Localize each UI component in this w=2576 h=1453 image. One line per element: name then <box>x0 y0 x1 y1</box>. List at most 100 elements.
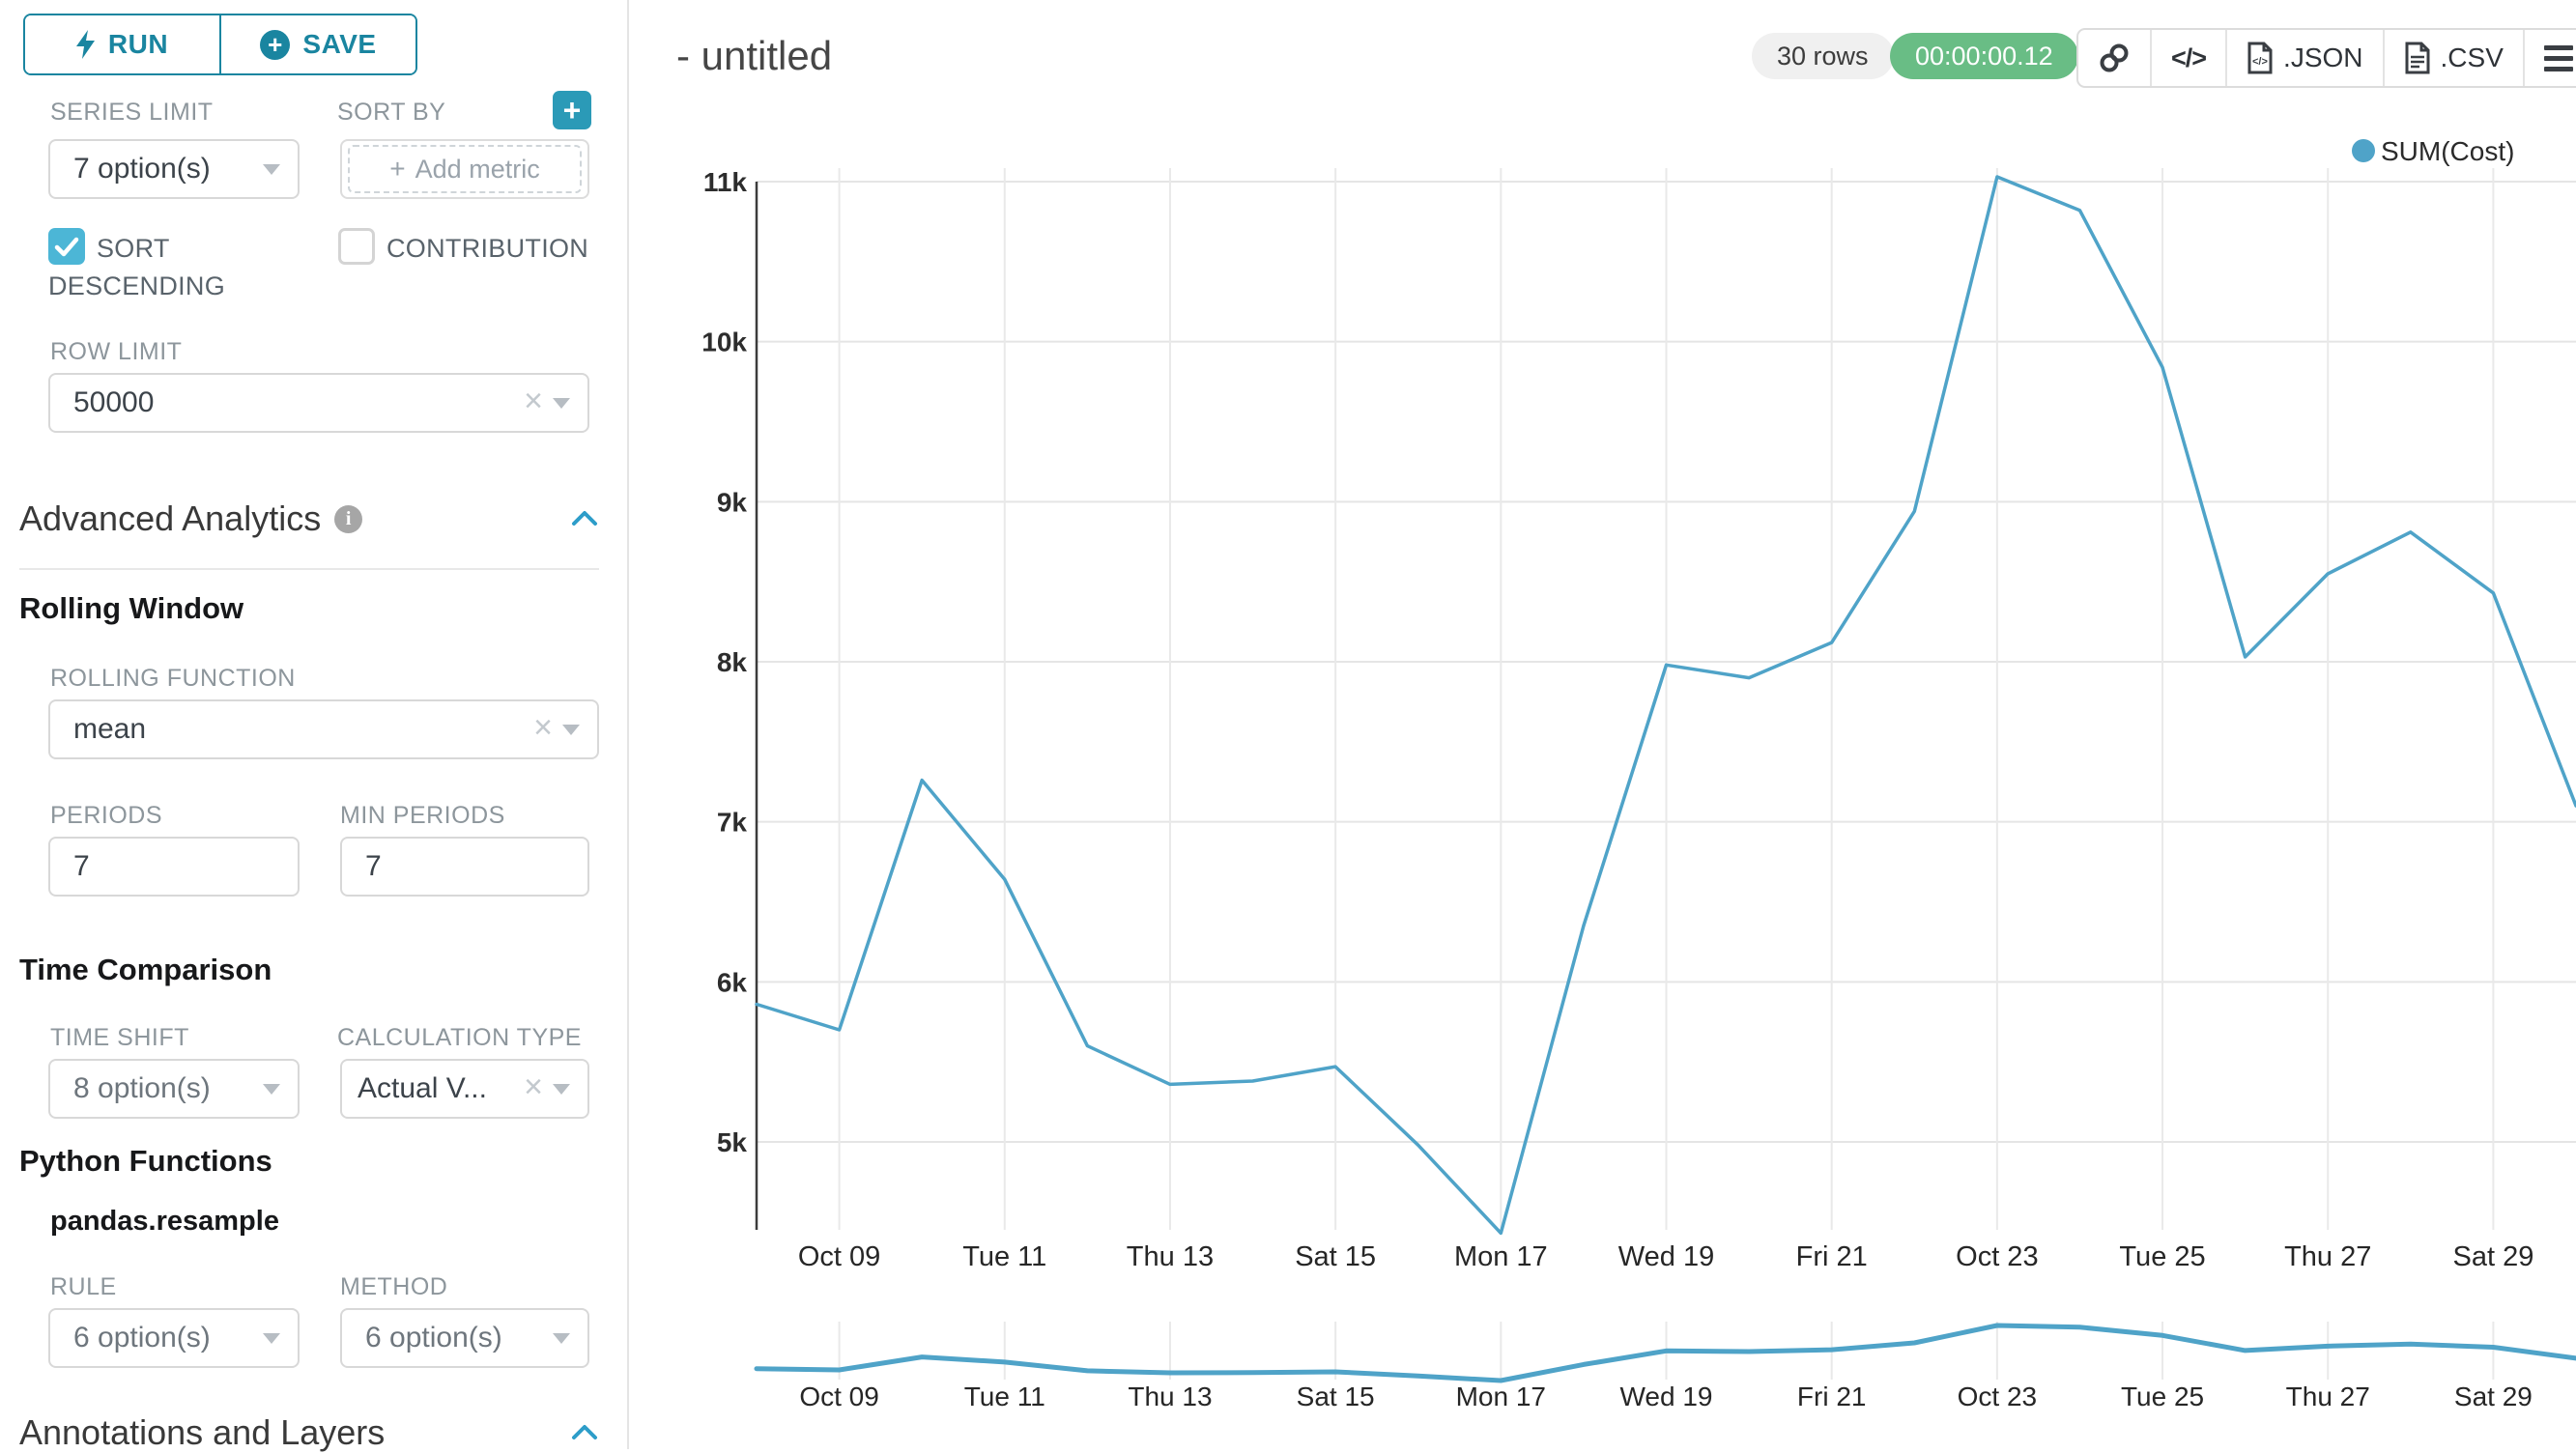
caret-down-icon <box>553 1332 570 1344</box>
row-limit-label: ROW LIMIT <box>50 338 183 365</box>
run-button[interactable]: RUN <box>25 15 219 73</box>
sort-descending-field[interactable]: SORT DESCENDING <box>48 228 329 305</box>
chevron-up-icon[interactable] <box>570 1423 599 1442</box>
export-csv-label: .CSV <box>2440 43 2504 72</box>
svg-text:8k: 8k <box>717 647 748 677</box>
svg-text:10k: 10k <box>701 328 747 357</box>
advanced-analytics-title: Advanced Analytics <box>19 499 322 538</box>
advanced-analytics-header[interactable]: Advanced Analytics i <box>19 499 599 539</box>
annotations-header[interactable]: Annotations and Layers <box>19 1412 599 1453</box>
svg-text:Sat 15: Sat 15 <box>1295 1241 1376 1272</box>
svg-text:Sat 29: Sat 29 <box>2454 1382 2533 1411</box>
share-link-button[interactable] <box>2078 30 2150 86</box>
mini-preview-line[interactable] <box>754 1323 2576 1383</box>
calculation-type-select[interactable]: Actual V... × <box>340 1059 589 1119</box>
save-button[interactable]: + SAVE <box>219 15 415 73</box>
series-line[interactable] <box>755 175 2576 1236</box>
plus-icon: + <box>562 93 582 128</box>
svg-text:Mon 17: Mon 17 <box>1454 1241 1548 1272</box>
add-sort-by-button[interactable]: + <box>553 91 591 129</box>
checkbox-checked-icon[interactable] <box>48 228 85 265</box>
svg-text:Fri 21: Fri 21 <box>1796 1241 1868 1272</box>
export-json-button[interactable]: </> .JSON <box>2225 30 2382 86</box>
svg-text:Mon 17: Mon 17 <box>1456 1382 1546 1411</box>
caret-down-icon <box>562 724 580 735</box>
rolling-function-label: ROLLING FUNCTION <box>50 665 296 692</box>
time-shift-label: TIME SHIFT <box>50 1024 189 1051</box>
add-metric-dropzone[interactable]: + Add metric <box>348 145 582 193</box>
series-limit-value: 7 option(s) <box>73 153 211 185</box>
dot-icon <box>2352 139 2375 162</box>
series-limit-select[interactable]: 7 option(s) <box>48 139 300 199</box>
svg-text:Oct 23: Oct 23 <box>1956 1241 2038 1272</box>
run-save-button-group: RUN + SAVE <box>23 14 417 75</box>
export-csv-button[interactable]: .CSV <box>2382 30 2523 86</box>
periods-input[interactable]: 7 <box>48 837 300 897</box>
export-toolbar: </> </> .JSON .CSV <box>2076 28 2576 88</box>
min-periods-value: 7 <box>365 850 382 882</box>
rule-label: RULE <box>50 1273 117 1300</box>
caret-down-icon <box>553 1083 570 1095</box>
row-limit-value: 50000 <box>73 386 155 418</box>
contribution-field[interactable]: CONTRIBUTION <box>338 228 628 268</box>
periods-value: 7 <box>73 850 90 882</box>
svg-text:Thu 13: Thu 13 <box>1128 1382 1212 1411</box>
method-value: 6 option(s) <box>365 1322 502 1353</box>
method-select[interactable]: 6 option(s) <box>340 1308 589 1368</box>
annotations-title: Annotations and Layers <box>19 1412 386 1452</box>
rule-value: 6 option(s) <box>73 1322 211 1353</box>
svg-text:11k: 11k <box>703 167 748 197</box>
close-x-icon[interactable]: × <box>524 383 543 419</box>
svg-text:5k: 5k <box>717 1127 748 1157</box>
min-periods-input[interactable]: 7 <box>340 837 589 897</box>
chart-menu-button[interactable] <box>2522 30 2576 86</box>
row-limit-select[interactable]: 50000 × <box>48 373 589 433</box>
rolling-function-select[interactable]: mean × <box>48 699 599 759</box>
embed-code-button[interactable]: </> <box>2150 30 2225 86</box>
calculation-type-value: Actual V... <box>358 1072 487 1104</box>
close-x-icon[interactable]: × <box>524 1068 543 1105</box>
checkbox-unchecked-icon[interactable] <box>338 228 375 265</box>
svg-text:Thu 13: Thu 13 <box>1127 1241 1214 1272</box>
svg-text:</>: </> <box>2252 56 2268 68</box>
mini-x-gridlines <box>838 1322 2495 1380</box>
svg-text:Tue 25: Tue 25 <box>2121 1382 2204 1411</box>
row-count-badge: 30 rows <box>1752 33 1894 79</box>
rule-select[interactable]: 6 option(s) <box>48 1308 300 1368</box>
caret-down-icon <box>263 1332 280 1344</box>
file-json-icon: </> <box>2247 42 2273 74</box>
time-shift-select[interactable]: 8 option(s) <box>48 1059 300 1119</box>
plus-icon: + <box>389 154 406 184</box>
sort-by-metric-box[interactable]: + Add metric <box>340 139 589 199</box>
svg-text:9k: 9k <box>717 487 748 517</box>
svg-text:Fri 21: Fri 21 <box>1797 1382 1867 1411</box>
close-x-icon[interactable]: × <box>533 709 553 746</box>
caret-down-icon <box>263 1083 280 1095</box>
rolling-window-title: Rolling Window <box>19 591 244 625</box>
add-metric-placeholder: Add metric <box>415 154 540 184</box>
row-count-text: 30 rows <box>1777 41 1869 71</box>
svg-text:Thu 27: Thu 27 <box>2286 1382 2370 1411</box>
info-icon[interactable]: i <box>334 504 363 533</box>
svg-text:Wed 19: Wed 19 <box>1618 1241 1714 1272</box>
time-comparison-title: Time Comparison <box>19 953 272 986</box>
hamburger-menu-icon <box>2543 44 2573 71</box>
time-shift-value: 8 option(s) <box>73 1072 211 1104</box>
sort-by-label: SORT BY <box>337 99 446 126</box>
contribution-label: CONTRIBUTION <box>386 234 589 263</box>
x-gridlines <box>838 168 2495 1230</box>
export-json-label: .JSON <box>2283 43 2363 72</box>
query-timer-badge: 00:00:00.12 <box>1890 33 2078 79</box>
save-button-label: SAVE <box>302 29 377 59</box>
chart-legend[interactable]: SUM(Cost) <box>2352 136 2514 166</box>
svg-text:Sat 15: Sat 15 <box>1297 1382 1375 1411</box>
lightning-bolt-icon <box>75 30 95 59</box>
file-csv-icon <box>2405 42 2430 74</box>
control-sidebar: RUN + SAVE SERIES LIMIT SORT BY + 7 opti… <box>0 0 629 1452</box>
chart-title[interactable]: - untitled <box>676 33 833 78</box>
link-icon <box>2100 43 2129 72</box>
calculation-type-label: CALCULATION TYPE <box>337 1024 582 1051</box>
chevron-up-icon[interactable] <box>570 509 599 528</box>
